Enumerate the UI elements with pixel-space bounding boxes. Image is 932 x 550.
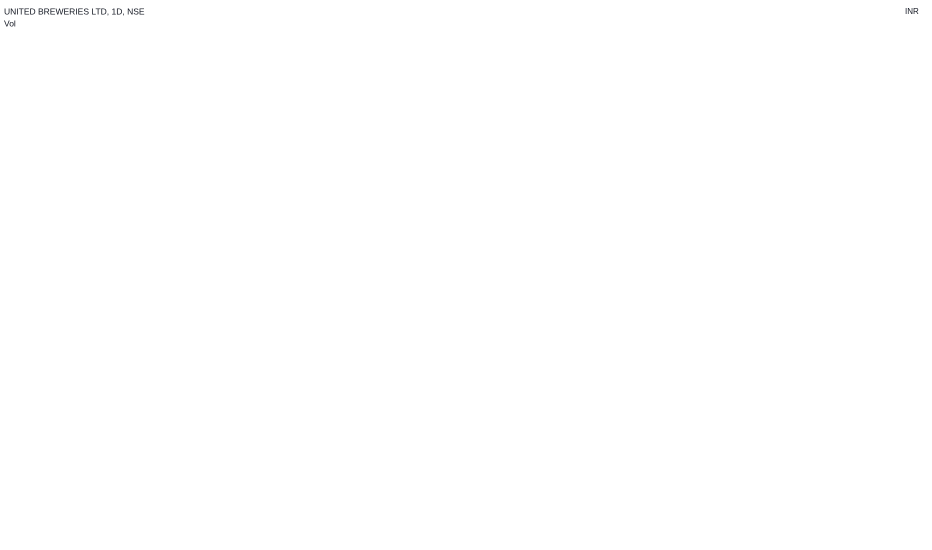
chart-title: UNITED BREWERIES LTD, 1D, NSE — [4, 6, 145, 16]
currency-label: INR — [905, 7, 919, 16]
volume-label: Vol — [4, 18, 16, 28]
